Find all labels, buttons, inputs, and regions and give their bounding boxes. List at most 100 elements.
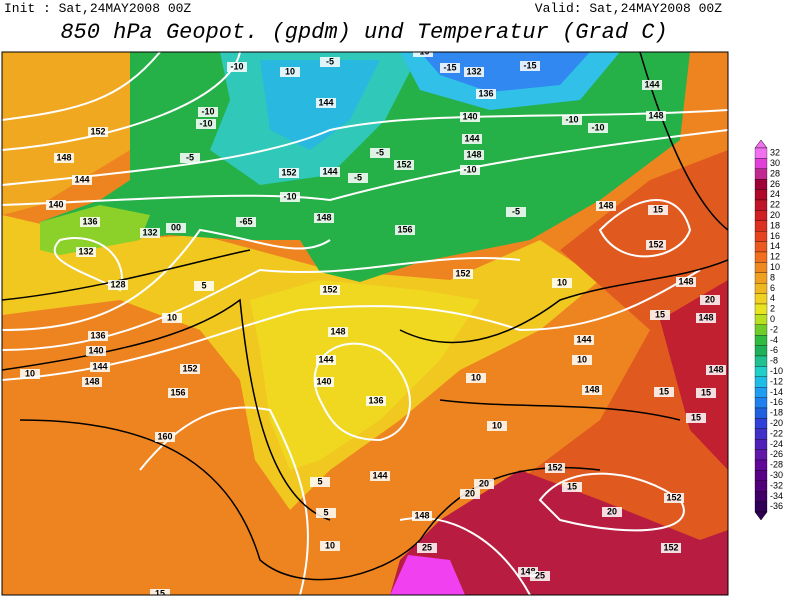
contour-label: 148 bbox=[56, 152, 71, 162]
label-box bbox=[366, 396, 386, 406]
colorbar-label: -26 bbox=[770, 449, 783, 459]
colorbar-box bbox=[754, 459, 768, 471]
label-box bbox=[394, 160, 414, 170]
label-box bbox=[518, 567, 538, 577]
colorbar-label: 20 bbox=[770, 210, 780, 220]
colorbar-label: 10 bbox=[770, 262, 780, 272]
label-box bbox=[20, 369, 40, 379]
contour-label: 144 bbox=[372, 470, 387, 480]
colorbar-label: -4 bbox=[770, 335, 778, 345]
label-box bbox=[370, 148, 390, 158]
colorbar-box bbox=[754, 314, 768, 325]
contour-label: 152 bbox=[396, 159, 411, 169]
contour-label: 144 bbox=[322, 166, 337, 176]
contour-label: 152 bbox=[663, 542, 678, 552]
label-box bbox=[506, 207, 526, 217]
temp-field bbox=[40, 205, 150, 255]
contour-label: 152 bbox=[322, 284, 337, 294]
contour-label: 15 bbox=[659, 386, 669, 396]
label-box bbox=[155, 432, 175, 442]
contour-label: 132 bbox=[466, 66, 481, 76]
init-time: Init : Sat,24MAY2008 00Z bbox=[4, 1, 191, 16]
label-box bbox=[588, 123, 608, 133]
label-box bbox=[700, 295, 720, 305]
label-box bbox=[395, 225, 415, 235]
contour-label: 148 bbox=[330, 326, 345, 336]
colorbar-label: 8 bbox=[770, 272, 775, 282]
colorbar-label: -6 bbox=[770, 345, 778, 355]
label-box bbox=[86, 346, 106, 356]
contour-label: 128 bbox=[110, 279, 125, 289]
label-box bbox=[150, 589, 170, 595]
contour-label: 144 bbox=[92, 361, 107, 371]
label-box bbox=[582, 385, 602, 395]
contour-label: 152 bbox=[182, 363, 197, 373]
contour-label: 10 bbox=[557, 277, 567, 287]
contour-label: 15 bbox=[567, 481, 577, 491]
label-box bbox=[545, 463, 565, 473]
colorbar-label: 26 bbox=[770, 179, 780, 189]
label-box bbox=[370, 471, 390, 481]
contour-label: -10 bbox=[283, 191, 296, 201]
colorbar-label: -36 bbox=[770, 501, 783, 511]
contour-label: 144 bbox=[576, 334, 591, 344]
colorbar-box bbox=[754, 418, 768, 429]
label-box bbox=[54, 153, 74, 163]
label-box bbox=[646, 111, 666, 121]
contour-label: 148 bbox=[84, 376, 99, 386]
label-box bbox=[466, 373, 486, 383]
temp-field bbox=[390, 555, 465, 595]
contour-label: 20 bbox=[705, 294, 715, 304]
contour-label: 132 bbox=[142, 227, 157, 237]
label-box bbox=[474, 479, 494, 489]
contour-label: 5 bbox=[323, 507, 328, 517]
colorbar-box bbox=[754, 345, 768, 357]
contour-label: 136 bbox=[368, 395, 383, 405]
contour-label: 10 bbox=[25, 368, 35, 378]
colorbar-label: 2 bbox=[770, 304, 775, 314]
label-box bbox=[520, 61, 540, 71]
label-box bbox=[462, 134, 482, 144]
contour-label: 148 bbox=[584, 384, 599, 394]
contour-label: 25 bbox=[535, 570, 545, 580]
colorbar-label: -24 bbox=[770, 439, 783, 449]
label-box bbox=[88, 127, 108, 137]
colorbar-label: 18 bbox=[770, 220, 780, 230]
contour-label: 15 bbox=[701, 387, 711, 397]
label-box bbox=[460, 165, 480, 175]
contour-label: -15 bbox=[443, 62, 456, 72]
map-title: 850 hPa Geopot. (gpdm) und Temperatur (G… bbox=[60, 20, 667, 45]
label-box bbox=[696, 388, 716, 398]
label-box bbox=[676, 277, 696, 287]
label-box bbox=[280, 192, 300, 202]
label-box bbox=[227, 62, 247, 72]
label-box bbox=[602, 507, 622, 517]
colorbar-box bbox=[754, 501, 768, 513]
colorbar-label: 6 bbox=[770, 283, 775, 293]
colorbar-box bbox=[754, 272, 768, 284]
contour-label: 136 bbox=[82, 216, 97, 226]
colorbar-label: -20 bbox=[770, 418, 783, 428]
colorbar-box bbox=[754, 283, 768, 294]
label-box bbox=[460, 112, 480, 122]
label-box bbox=[180, 364, 200, 374]
colorbar-box bbox=[754, 168, 768, 180]
colorbar-label: 30 bbox=[770, 158, 780, 168]
contour-label: 152 bbox=[90, 126, 105, 136]
temp-field bbox=[250, 280, 480, 470]
label-box bbox=[320, 167, 340, 177]
contour-label: 148 bbox=[678, 276, 693, 286]
label-box bbox=[198, 107, 218, 117]
label-box bbox=[316, 508, 336, 518]
contour-label: 140 bbox=[88, 345, 103, 355]
colorbar-label: 12 bbox=[770, 252, 780, 262]
colorbar-box bbox=[754, 366, 768, 377]
contour-label: -10 bbox=[199, 118, 212, 128]
contour-label: 160 bbox=[157, 431, 172, 441]
contour-label: 148 bbox=[648, 110, 663, 120]
contour-label: 140 bbox=[48, 199, 63, 209]
colorbar-box bbox=[754, 355, 768, 367]
colorbar-box bbox=[754, 407, 768, 419]
colorbar-box bbox=[754, 210, 768, 221]
contour-label: 144 bbox=[318, 354, 333, 364]
